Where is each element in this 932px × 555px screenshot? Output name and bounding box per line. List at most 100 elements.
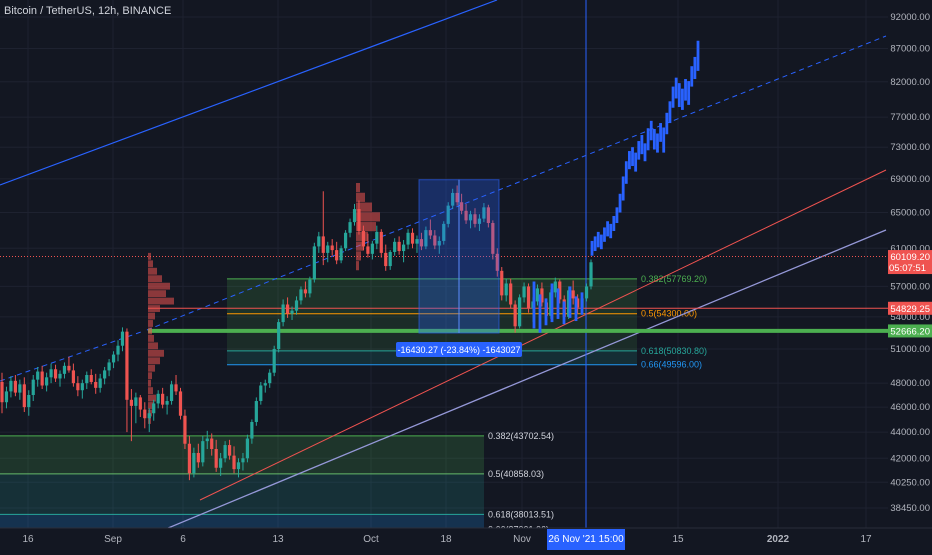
projection-bar: [662, 127, 666, 153]
candle: [535, 288, 540, 302]
volume-profile-bar: [148, 342, 158, 350]
projection-bar: [556, 288, 560, 319]
candle: [71, 370, 75, 384]
candle: [393, 241, 397, 252]
candle: [161, 393, 165, 405]
candle: [473, 214, 477, 224]
candle: [196, 452, 200, 463]
x-tick-label: 2022: [767, 534, 790, 545]
y-tick-label: 51000.00: [890, 344, 930, 355]
projection-bar: [634, 152, 638, 172]
projection-bar: [684, 79, 687, 101]
candle: [419, 239, 424, 247]
candle: [0, 381, 4, 403]
candle: [201, 441, 205, 463]
candle: [357, 209, 361, 231]
projection-bar: [532, 281, 536, 329]
candles-layer: [0, 185, 593, 481]
candle: [428, 230, 432, 236]
candle: [214, 448, 218, 468]
candle: [143, 409, 147, 419]
candle: [49, 369, 53, 378]
y-tick-label: 82000.00: [890, 77, 930, 88]
measure-label-box: [396, 342, 522, 357]
candle: [343, 232, 348, 249]
candle: [589, 262, 593, 287]
projection-bar: [574, 296, 578, 322]
projection-bar: [665, 112, 669, 135]
candle: [138, 397, 142, 410]
volume-profile-bar: [148, 372, 152, 380]
y-tick-label: 40250.00: [890, 477, 930, 488]
candle: [125, 331, 129, 400]
y-tick-label: 44000.00: [890, 427, 930, 438]
candle: [178, 391, 183, 416]
projection-bar: [596, 231, 600, 248]
candle: [415, 239, 419, 244]
y-tick-label: 92000.00: [890, 12, 930, 23]
volume-profile-bar: [148, 297, 174, 305]
volume-profile-bar: [356, 241, 364, 251]
price-axis-bg: [888, 0, 932, 550]
price-label-box: [888, 301, 932, 315]
x-tick-label: 13: [272, 534, 284, 545]
x-tick-label: 6: [180, 534, 186, 545]
volume-profile-bar: [356, 192, 365, 202]
volume-profile-bar: [148, 275, 162, 283]
candle: [268, 372, 272, 384]
candle: [156, 393, 160, 404]
projection-bar: [649, 120, 653, 141]
candle: [500, 270, 504, 296]
volume-profile-bar: [148, 402, 154, 409]
volume-profile-bar: [148, 387, 153, 395]
y-tick-label: 65000.00: [890, 208, 930, 219]
candle: [437, 240, 441, 246]
candle: [62, 365, 67, 374]
candle: [406, 232, 410, 245]
candle: [147, 413, 151, 419]
chart-title: Bitcoin / TetherUS, 12h, BINANCE: [4, 5, 172, 17]
candle: [94, 381, 98, 388]
x-tick-label: 18: [440, 534, 452, 545]
volume-profile-bar: [148, 357, 160, 365]
fib-lower-level-label: 0.382(43702.54): [488, 431, 554, 441]
projection-bar: [568, 286, 572, 318]
y-tick-label: 42000.00: [890, 453, 930, 464]
candle: [36, 371, 40, 380]
candle: [522, 286, 526, 298]
projection-bar: [696, 40, 700, 71]
volume-profile-bar: [356, 202, 372, 212]
crosshair-time-box: [547, 529, 625, 550]
candle: [495, 253, 499, 271]
candle: [361, 230, 366, 247]
candle: [317, 236, 321, 247]
candle: [375, 231, 379, 244]
y-tick-label: 38450.00: [890, 503, 930, 514]
support-trendline-red: [199, 169, 887, 501]
candle: [27, 394, 31, 408]
candle: [294, 300, 299, 311]
fib-upper-band: [227, 350, 637, 365]
candle: [308, 279, 312, 294]
candle: [277, 322, 281, 350]
crosshair-time-label: 26 Nov '21 15:00: [548, 534, 624, 545]
volume-profile-bar: [148, 364, 155, 372]
candle: [509, 283, 513, 305]
fib-upper-level-label: 0.5(54300.00): [641, 309, 697, 319]
candle: [397, 241, 401, 252]
candle: [410, 232, 415, 244]
channel-mid-dashed-left: [0, 331, 142, 382]
candle: [236, 462, 241, 470]
projection-bar: [659, 123, 662, 142]
candle: [339, 248, 343, 261]
y-tick-label: 48000.00: [890, 378, 930, 389]
projection-bar: [615, 207, 619, 224]
candle: [205, 438, 209, 442]
candle: [67, 365, 71, 371]
volume-profile-bar: [148, 349, 164, 357]
y-tick-label: 73000.00: [890, 142, 930, 153]
candle: [384, 252, 388, 267]
projection-bar: [624, 161, 628, 184]
